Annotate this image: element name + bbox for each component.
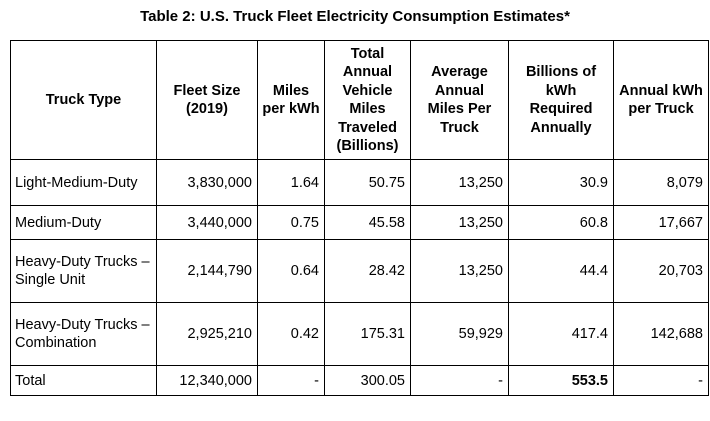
cell-avg-miles: 13,250 [410, 159, 509, 206]
cell-billions-kwh: 60.8 [508, 205, 614, 240]
cell-total-vmt: 28.42 [324, 239, 411, 303]
cell-total-vmt: 50.75 [324, 159, 411, 206]
header-truck-type: Truck Type [10, 40, 157, 160]
cell-total-miles-per-kwh: - [257, 365, 325, 396]
cell-billions-kwh: 417.4 [508, 302, 614, 366]
cell-truck-type: Heavy-Duty Trucks – Single Unit [10, 239, 157, 303]
cell-annual-kwh: 8,079 [613, 159, 709, 206]
cell-total-billions-kwh: 553.5 [508, 365, 614, 396]
header-avg-miles: Average Annual Miles Per Truck [410, 40, 509, 160]
header-row: Truck Type Fleet Size (2019) Miles per k… [10, 40, 709, 160]
cell-fleet-size: 2,925,210 [156, 302, 258, 366]
cell-truck-type: Heavy-Duty Trucks – Combination [10, 302, 157, 366]
cell-total-fleet-size: 12,340,000 [156, 365, 258, 396]
cell-avg-miles: 13,250 [410, 205, 509, 240]
cell-miles-per-kwh: 0.75 [257, 205, 325, 240]
cell-fleet-size: 2,144,790 [156, 239, 258, 303]
cell-miles-per-kwh: 1.64 [257, 159, 325, 206]
table-caption: Table 2: U.S. Truck Fleet Electricity Co… [140, 8, 570, 25]
cell-total-vmt: 45.58 [324, 205, 411, 240]
header-annual-kwh: Annual kWh per Truck [613, 40, 709, 160]
cell-truck-type: Light-Medium-Duty [10, 159, 157, 206]
cell-fleet-size: 3,830,000 [156, 159, 258, 206]
cell-total-vmt: 175.31 [324, 302, 411, 366]
cell-fleet-size: 3,440,000 [156, 205, 258, 240]
cell-miles-per-kwh: 0.64 [257, 239, 325, 303]
cell-annual-kwh: 20,703 [613, 239, 709, 303]
fleet-consumption-table: Truck Type Fleet Size (2019) Miles per k… [10, 40, 709, 396]
cell-truck-type: Medium-Duty [10, 205, 157, 240]
cell-billions-kwh: 44.4 [508, 239, 614, 303]
header-billions-kwh: Billions of kWh Required Annually [508, 40, 614, 160]
table-row: Heavy-Duty Trucks – Single Unit 2,144,79… [10, 239, 709, 303]
cell-miles-per-kwh: 0.42 [257, 302, 325, 366]
header-total-vmt: Total Annual Vehicle Miles Traveled (Bil… [324, 40, 411, 160]
cell-avg-miles: 59,929 [410, 302, 509, 366]
cell-avg-miles: 13,250 [410, 239, 509, 303]
cell-total-vmt: 300.05 [324, 365, 411, 396]
header-fleet-size: Fleet Size (2019) [156, 40, 258, 160]
header-miles-per-kwh: Miles per kWh [257, 40, 325, 160]
table-row: Medium-Duty 3,440,000 0.75 45.58 13,250 … [10, 205, 709, 240]
cell-annual-kwh: 142,688 [613, 302, 709, 366]
cell-billions-kwh: 30.9 [508, 159, 614, 206]
cell-total-label: Total [10, 365, 157, 396]
cell-total-annual-kwh: - [613, 365, 709, 396]
cell-total-avg-miles: - [410, 365, 509, 396]
table-row: Heavy-Duty Trucks – Combination 2,925,21… [10, 302, 709, 366]
cell-annual-kwh: 17,667 [613, 205, 709, 240]
table-row: Light-Medium-Duty 3,830,000 1.64 50.75 1… [10, 159, 709, 206]
total-row: Total 12,340,000 - 300.05 - 553.5 - [10, 365, 709, 396]
